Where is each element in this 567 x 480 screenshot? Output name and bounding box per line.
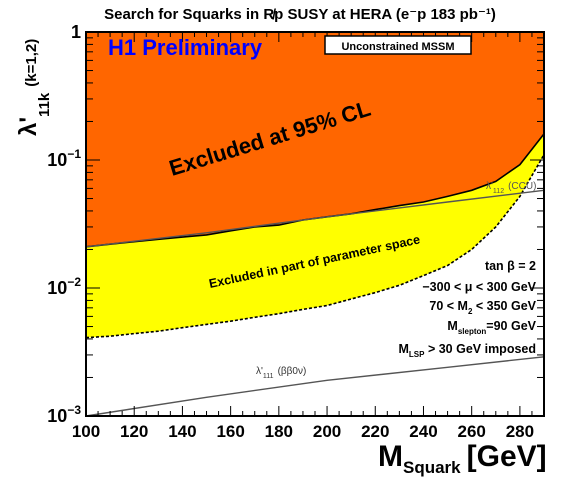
y-tick-label: 1	[71, 22, 81, 42]
x-tick-label: 240	[409, 422, 437, 441]
bb0nu-label: λ'111 (ββ0ν)	[256, 366, 306, 380]
x-tick-label: 200	[313, 422, 341, 441]
ccu-label: λ'112 (CCU)	[486, 181, 536, 195]
y-tick-label: 10−3	[47, 403, 81, 426]
x-tick-label: 120	[120, 422, 148, 441]
y-tick-label: 10−2	[47, 275, 81, 298]
y-tick-label: 10−1	[47, 147, 81, 170]
parameter-list: tan β = 2 −300 < μ < 300 GeV 70 < M2 < 3…	[399, 259, 537, 359]
x-tick-label: 220	[361, 422, 389, 441]
param-mlsp: MLSP > 30 GeV imposed	[399, 342, 537, 359]
x-tick-label: 180	[265, 422, 293, 441]
param-tanbeta: tan β = 2	[485, 259, 536, 273]
param-m2: 70 < M2 < 350 GeV	[429, 299, 536, 316]
x-tick-label: 260	[457, 422, 485, 441]
model-box	[324, 35, 472, 55]
model-box-label: Unconstrained MSSM	[341, 41, 454, 53]
x-tick-label: 160	[216, 422, 244, 441]
chart-title: Search for Squarks in R̸p SUSY at HERA (…	[104, 6, 496, 23]
bb0nu-constraint-line	[85, 356, 545, 417]
param-mslepton: Mslepton=90 GeV	[447, 319, 536, 336]
y-axis-label: λ'11k(k=1,2)	[15, 39, 53, 136]
x-tick-label: 100	[72, 422, 100, 441]
partial-exclusion-boundary	[85, 154, 545, 339]
excluded-95cl-region	[86, 32, 544, 247]
x-axis-label: MSquark [GeV]	[378, 440, 547, 477]
x-tick-label: 140	[168, 422, 196, 441]
param-mu: −300 < μ < 300 GeV	[422, 280, 536, 294]
experiment-label: H1 Preliminary	[108, 35, 263, 60]
ccu-constraint-line	[85, 189, 545, 248]
x-tick-label: 280	[506, 422, 534, 441]
